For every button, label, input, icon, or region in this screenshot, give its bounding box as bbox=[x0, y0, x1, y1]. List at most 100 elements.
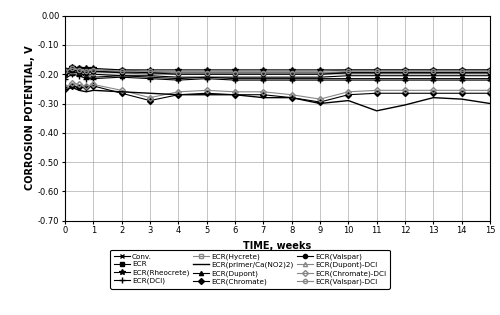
ECR(Chromate)-DCI bbox=[402, 89, 408, 92]
ECR(primer/Ca(NO2)2) bbox=[430, 96, 436, 100]
ECR(Valspar)-DCI bbox=[260, 71, 266, 75]
ECR(Chromate)-DCI bbox=[204, 89, 210, 92]
ECR(primer/Ca(NO2)2) bbox=[204, 93, 210, 97]
ECR bbox=[69, 68, 75, 72]
ECR(Rheocrete) bbox=[458, 68, 464, 72]
ECR(Hycrete) bbox=[402, 68, 408, 72]
ECR(Hycrete) bbox=[232, 69, 238, 73]
ECR(Dupont)-DCI bbox=[288, 72, 294, 76]
ECR(Dupont) bbox=[232, 75, 238, 79]
ECR(Dupont) bbox=[288, 75, 294, 79]
ECR(Valspar) bbox=[288, 72, 294, 76]
Line: ECR(Dupont): ECR(Dupont) bbox=[63, 71, 492, 79]
ECR(Rheocrete) bbox=[260, 68, 266, 72]
ECR(Chromate)-DCI bbox=[374, 89, 380, 92]
ECR(Valspar) bbox=[176, 72, 182, 76]
ECR(Chromate)-DCI bbox=[76, 83, 82, 86]
ECR(Chromate) bbox=[147, 99, 153, 102]
Line: ECR(Chromate)-DCI: ECR(Chromate)-DCI bbox=[63, 81, 492, 101]
Legend: Conv., ECR, ECR(Rheocrete), ECR(DCI), ECR(Hycrete), ECR(primer/Ca(NO2)2), ECR(Du: Conv., ECR, ECR(Rheocrete), ECR(DCI), EC… bbox=[110, 250, 390, 289]
ECR(DCI) bbox=[346, 78, 352, 82]
ECR(Dupont)-DCI bbox=[147, 72, 153, 76]
ECR(Dupont) bbox=[204, 75, 210, 79]
Conv. bbox=[118, 74, 124, 77]
Line: Conv.: Conv. bbox=[63, 69, 492, 81]
ECR(primer/Ca(NO2)2) bbox=[147, 91, 153, 95]
ECR(Rheocrete) bbox=[62, 68, 68, 72]
Line: ECR(Chromate): ECR(Chromate) bbox=[63, 84, 492, 104]
ECR(Dupont)-DCI bbox=[118, 71, 124, 75]
Line: ECR(primer/Ca(NO2)2): ECR(primer/Ca(NO2)2) bbox=[65, 87, 490, 111]
ECR(Dupont)-DCI bbox=[487, 71, 493, 75]
Line: ECR(Hycrete): ECR(Hycrete) bbox=[63, 65, 492, 73]
ECR bbox=[288, 71, 294, 75]
ECR bbox=[232, 71, 238, 75]
ECR(Dupont) bbox=[458, 74, 464, 77]
ECR(Rheocrete) bbox=[317, 68, 323, 72]
ECR(DCI) bbox=[62, 77, 68, 81]
ECR bbox=[90, 69, 96, 73]
ECR(DCI) bbox=[69, 72, 75, 76]
ECR(Chromate)-DCI bbox=[62, 85, 68, 89]
ECR(Valspar)-DCI bbox=[487, 69, 493, 73]
ECR(Valspar)-DCI bbox=[90, 68, 96, 72]
ECR(primer/Ca(NO2)2) bbox=[176, 93, 182, 97]
ECR(Hycrete) bbox=[346, 68, 352, 72]
ECR(Rheocrete) bbox=[430, 68, 436, 72]
ECR(Dupont) bbox=[118, 74, 124, 77]
Conv. bbox=[288, 77, 294, 81]
ECR(Chromate)-DCI bbox=[288, 93, 294, 97]
ECR(Rheocrete) bbox=[83, 66, 89, 70]
ECR(Chromate)-DCI bbox=[458, 89, 464, 92]
Conv. bbox=[90, 75, 96, 79]
ECR(Valspar) bbox=[83, 71, 89, 75]
ECR bbox=[430, 71, 436, 75]
ECR(DCI) bbox=[402, 78, 408, 82]
Conv. bbox=[487, 77, 493, 81]
ECR(Dupont)-DCI bbox=[76, 69, 82, 73]
Line: ECR(Valspar)-DCI: ECR(Valspar)-DCI bbox=[63, 66, 492, 75]
ECR(Chromate)-DCI bbox=[260, 90, 266, 94]
ECR(Valspar)-DCI bbox=[147, 69, 153, 73]
ECR(Chromate) bbox=[260, 93, 266, 97]
ECR bbox=[204, 71, 210, 75]
ECR(Valspar)-DCI bbox=[83, 69, 89, 73]
ECR(Chromate) bbox=[232, 93, 238, 97]
ECR(Dupont)-DCI bbox=[83, 71, 89, 75]
ECR(Dupont)-DCI bbox=[90, 71, 96, 75]
ECR(Rheocrete) bbox=[176, 68, 182, 72]
ECR(DCI) bbox=[83, 77, 89, 81]
ECR bbox=[458, 71, 464, 75]
ECR(Dupont) bbox=[62, 72, 68, 76]
ECR(Dupont) bbox=[487, 74, 493, 77]
ECR(Valspar) bbox=[458, 71, 464, 75]
ECR(Chromate) bbox=[176, 93, 182, 97]
ECR(Dupont)-DCI bbox=[232, 72, 238, 76]
ECR(primer/Ca(NO2)2) bbox=[346, 99, 352, 102]
ECR bbox=[260, 71, 266, 75]
ECR(Chromate) bbox=[402, 91, 408, 95]
ECR(Hycrete) bbox=[118, 68, 124, 72]
ECR(Hycrete) bbox=[204, 69, 210, 73]
ECR(Hycrete) bbox=[430, 68, 436, 72]
ECR(primer/Ca(NO2)2) bbox=[118, 90, 124, 94]
ECR(Dupont)-DCI bbox=[458, 71, 464, 75]
ECR(Chromate)-DCI bbox=[118, 89, 124, 92]
ECR(Valspar)-DCI bbox=[232, 71, 238, 75]
ECR bbox=[62, 71, 68, 75]
ECR(Rheocrete) bbox=[118, 68, 124, 72]
ECR bbox=[317, 71, 323, 75]
Conv. bbox=[204, 75, 210, 79]
ECR(Chromate) bbox=[458, 91, 464, 95]
ECR(DCI) bbox=[487, 78, 493, 82]
ECR(Dupont) bbox=[76, 71, 82, 75]
ECR(DCI) bbox=[204, 77, 210, 81]
Conv. bbox=[83, 75, 89, 79]
ECR(Hycrete) bbox=[76, 66, 82, 70]
ECR(Rheocrete) bbox=[374, 68, 380, 72]
X-axis label: TIME, weeks: TIME, weeks bbox=[244, 241, 312, 251]
ECR(Hycrete) bbox=[176, 69, 182, 73]
ECR(Valspar) bbox=[260, 72, 266, 76]
Conv. bbox=[317, 77, 323, 81]
ECR(Chromate) bbox=[204, 91, 210, 95]
